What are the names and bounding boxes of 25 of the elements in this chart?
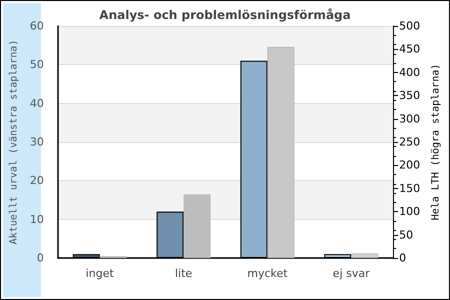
x-tick-label: ej svar xyxy=(332,267,370,280)
y-tick-label: 10 xyxy=(30,212,44,226)
y2-tick-label: 150 xyxy=(399,182,420,195)
chart-title: Analys- och problemlösningsförmåga xyxy=(99,8,351,22)
y2-tick-label: 250 xyxy=(399,136,420,148)
y-tick-label: 0 xyxy=(36,252,44,264)
x-tick-label: mycket xyxy=(247,267,288,280)
y2-tick-label: 400 xyxy=(399,66,420,79)
y2-tick-label: 0 xyxy=(399,252,406,264)
x-tick-label: lite xyxy=(175,267,192,280)
y2-axis-title: Hela LTH (högra staplarna) xyxy=(430,64,442,220)
x-tick-label: inget xyxy=(86,267,115,280)
y-tick-label: 40 xyxy=(30,96,44,110)
y2-tick-label: 450 xyxy=(399,42,420,56)
y-tick-label: 20 xyxy=(30,174,44,188)
y2-tick-label: 100 xyxy=(399,205,420,218)
y2-tick-label: 300 xyxy=(399,112,420,126)
y2-tick-label: 350 xyxy=(399,89,420,102)
y2-tick-label: 500 xyxy=(399,20,420,32)
y2-tick-label: 50 xyxy=(399,228,414,242)
y-tick-label: 50 xyxy=(30,58,44,72)
y-tick-label: 30 xyxy=(30,136,44,148)
y-tick-label: 60 xyxy=(30,20,44,32)
y2-tick-label: 200 xyxy=(399,158,420,172)
y-axis-title: Aktuellt urval (vänstra staplarna) xyxy=(8,40,20,244)
